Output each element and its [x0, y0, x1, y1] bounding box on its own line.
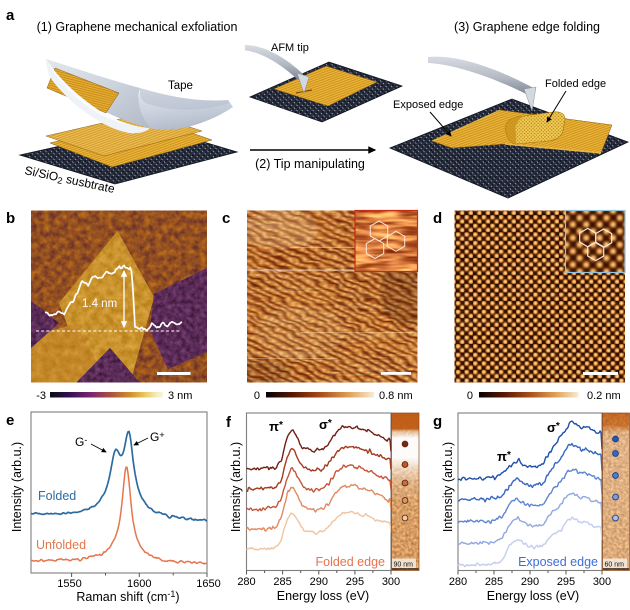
svg-text:1600: 1600 [127, 578, 151, 590]
svg-text:Intensity (arb.u.): Intensity (arb.u.) [10, 442, 24, 532]
svg-text:a: a [6, 7, 15, 24]
svg-text:290: 290 [310, 576, 328, 588]
svg-text:280: 280 [237, 576, 255, 588]
svg-text:Energy loss (eV): Energy loss (eV) [487, 589, 579, 603]
svg-text:f: f [226, 414, 232, 431]
svg-text:Intensity (arb.u.): Intensity (arb.u.) [441, 442, 455, 532]
svg-text:b: b [6, 210, 15, 227]
svg-text:σ*: σ* [319, 417, 332, 432]
svg-text:285: 285 [273, 576, 291, 588]
svg-text:90 nm: 90 nm [394, 562, 414, 569]
svg-text:290: 290 [521, 576, 539, 588]
svg-text:Exposed edge: Exposed edge [518, 555, 598, 569]
svg-text:0: 0 [467, 390, 473, 402]
svg-text:Tape: Tape [168, 80, 193, 92]
svg-text:(1) Graphene mechanical exfoli: (1) Graphene mechanical exfoliation [37, 20, 238, 34]
svg-text:Folded: Folded [38, 489, 76, 503]
svg-text:0.8 nm: 0.8 nm [379, 390, 413, 402]
svg-text:Energy loss (eV): Energy loss (eV) [277, 589, 369, 603]
svg-text:Folded edge: Folded edge [545, 78, 606, 90]
svg-text:295: 295 [557, 576, 575, 588]
svg-text:3 nm: 3 nm [168, 390, 192, 402]
svg-text:Raman shift (cm-1): Raman shift (cm-1) [76, 589, 179, 604]
svg-text:c: c [222, 210, 230, 227]
svg-text:Intensity (arb.u.): Intensity (arb.u.) [229, 442, 243, 532]
svg-text:1.4 nm: 1.4 nm [82, 298, 117, 310]
svg-text:Folded edge: Folded edge [315, 555, 385, 569]
svg-text:Unfolded: Unfolded [36, 538, 86, 552]
svg-text:G-: G- [75, 435, 87, 449]
svg-text:1550: 1550 [57, 578, 81, 590]
svg-text:0: 0 [254, 390, 260, 402]
svg-text:295: 295 [346, 576, 364, 588]
svg-text:1650: 1650 [196, 578, 220, 590]
svg-text:(3) Graphene edge folding: (3) Graphene edge folding [454, 20, 600, 34]
svg-text:σ*: σ* [547, 420, 560, 435]
svg-text:g: g [433, 413, 442, 430]
svg-text:60 nm: 60 nm [605, 562, 625, 569]
svg-text:AFM tip: AFM tip [271, 42, 309, 54]
svg-text:280: 280 [449, 576, 467, 588]
svg-text:d: d [433, 210, 442, 227]
svg-text:e: e [6, 412, 14, 429]
svg-text:G+: G+ [150, 430, 165, 444]
svg-text:0.2 nm: 0.2 nm [587, 390, 621, 402]
svg-text:300: 300 [593, 576, 611, 588]
svg-text:300: 300 [382, 576, 400, 588]
svg-text:285: 285 [485, 576, 503, 588]
svg-text:-3: -3 [36, 390, 46, 402]
svg-text:Exposed edge: Exposed edge [393, 99, 463, 111]
svg-text:(2) Tip manipulating: (2) Tip manipulating [255, 157, 365, 171]
svg-text:π*: π* [269, 419, 283, 434]
svg-text:π*: π* [497, 449, 511, 464]
